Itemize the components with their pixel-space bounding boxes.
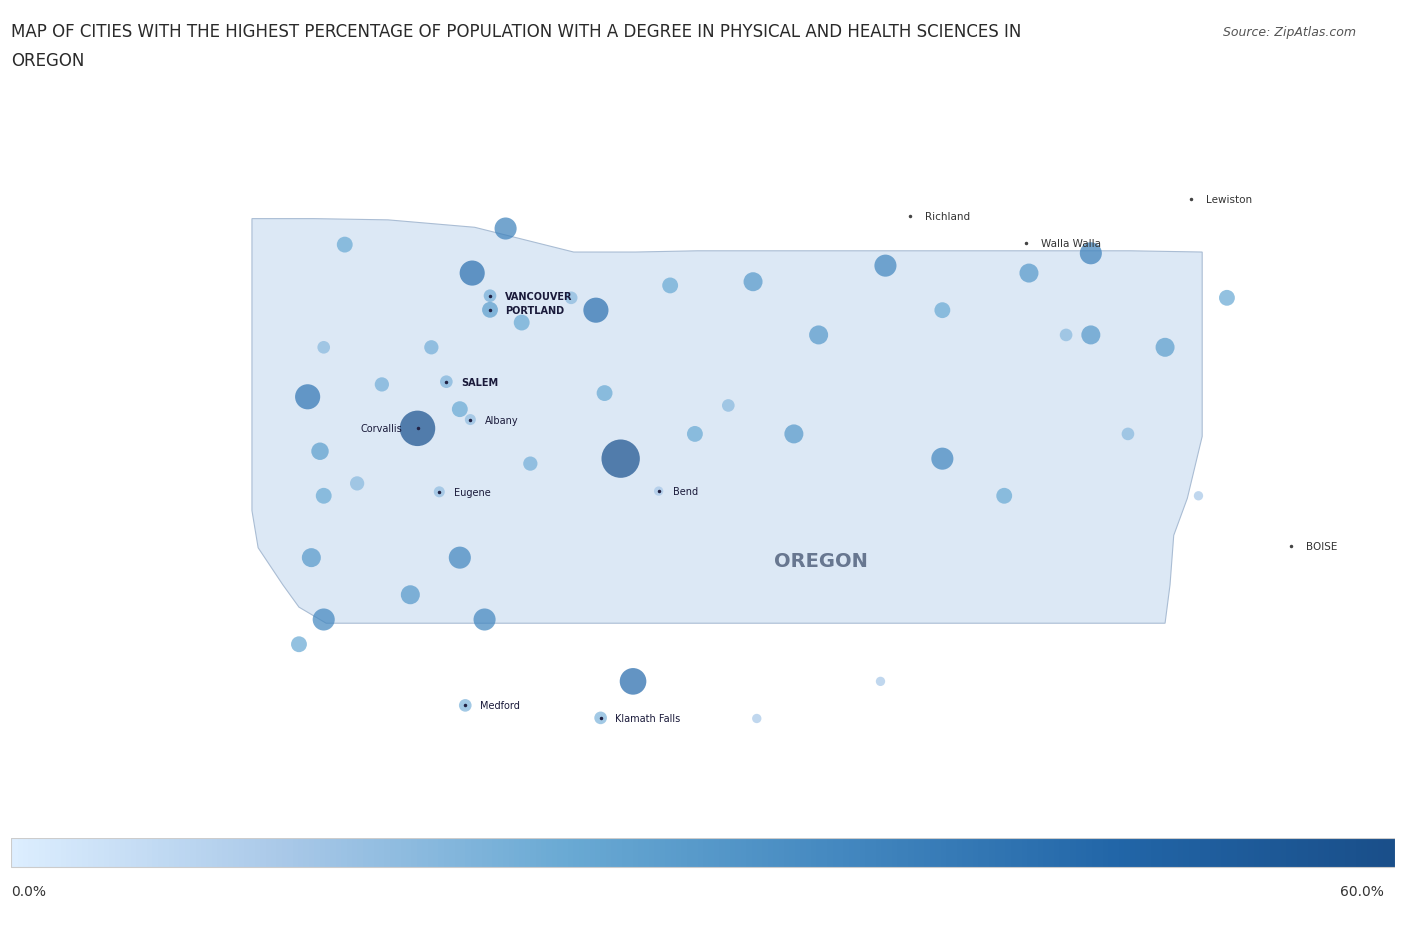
Text: SALEM: SALEM	[461, 377, 498, 388]
Point	[875, 259, 897, 274]
Point	[479, 289, 502, 304]
Point	[297, 390, 319, 405]
Point	[560, 291, 582, 306]
Point	[1080, 246, 1102, 261]
Point	[434, 374, 457, 389]
Point	[1216, 291, 1239, 306]
Point	[593, 387, 616, 402]
Text: VANCOUVER: VANCOUVER	[505, 291, 572, 301]
Point	[406, 421, 429, 436]
Point	[449, 550, 471, 565]
Point	[460, 413, 482, 428]
Text: Eugene: Eugene	[454, 488, 491, 497]
Point	[346, 476, 368, 491]
Point	[1018, 266, 1040, 281]
Point	[993, 489, 1015, 504]
Point	[312, 612, 335, 627]
Point	[609, 452, 631, 467]
Point	[683, 427, 706, 442]
Text: PORTLAND: PORTLAND	[505, 305, 564, 315]
Point	[783, 427, 806, 442]
Point	[585, 303, 607, 318]
Point	[474, 612, 496, 627]
Point	[621, 674, 644, 689]
Point	[371, 377, 394, 392]
Point	[333, 238, 356, 253]
Text: OREGON: OREGON	[11, 51, 84, 69]
Text: 60.0%: 60.0%	[1340, 885, 1384, 899]
Text: Medford: Medford	[479, 701, 520, 710]
Point	[931, 303, 953, 318]
Text: Klamath Falls: Klamath Falls	[616, 713, 681, 724]
Point	[519, 457, 541, 472]
Text: OREGON: OREGON	[775, 551, 868, 570]
Text: Richland: Richland	[925, 212, 970, 222]
Point	[1080, 329, 1102, 344]
Point	[427, 485, 450, 500]
Point	[717, 399, 740, 414]
Point	[742, 275, 765, 290]
Text: 0.0%: 0.0%	[11, 885, 46, 899]
Text: Source: ZipAtlas.com: Source: ZipAtlas.com	[1223, 26, 1357, 39]
Point	[288, 637, 311, 652]
Point	[1116, 427, 1139, 442]
Point	[495, 222, 517, 237]
Text: Albany: Albany	[485, 416, 519, 425]
Text: Bend: Bend	[673, 487, 699, 496]
Point	[589, 710, 612, 725]
Point	[479, 303, 502, 318]
Point	[449, 402, 471, 417]
Point	[647, 484, 669, 499]
Text: BOISE: BOISE	[1306, 541, 1337, 551]
Text: Corvallis: Corvallis	[361, 424, 402, 434]
Point	[745, 711, 768, 726]
Point	[312, 489, 335, 504]
Text: Lewiston: Lewiston	[1206, 195, 1251, 205]
Point	[309, 445, 332, 460]
Point	[312, 341, 335, 356]
Point	[1154, 341, 1177, 356]
Point	[299, 550, 322, 565]
Point	[869, 674, 891, 689]
Point	[931, 452, 953, 467]
Point	[420, 341, 443, 356]
Polygon shape	[252, 219, 1202, 623]
Point	[659, 279, 682, 294]
Point	[1187, 489, 1209, 504]
Point	[510, 315, 533, 330]
Point	[454, 698, 477, 713]
Point	[807, 329, 830, 344]
Text: MAP OF CITIES WITH THE HIGHEST PERCENTAGE OF POPULATION WITH A DEGREE IN PHYSICA: MAP OF CITIES WITH THE HIGHEST PERCENTAG…	[11, 23, 1022, 41]
Point	[1054, 329, 1077, 344]
Text: Walla Walla: Walla Walla	[1042, 239, 1101, 249]
Point	[399, 588, 422, 603]
Point	[461, 266, 484, 281]
